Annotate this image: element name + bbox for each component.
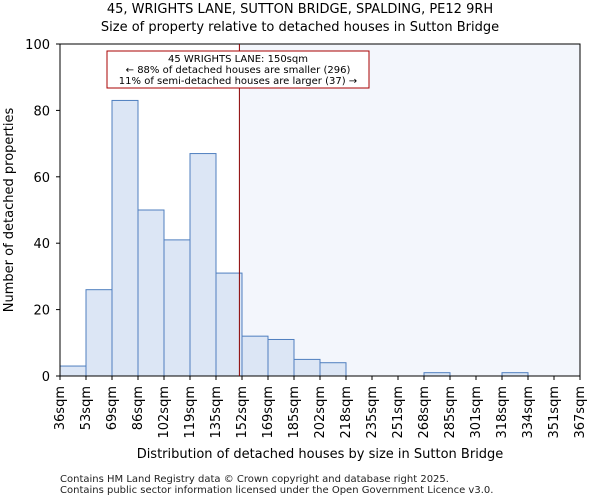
x-tick-label-285sqm: 285sqm <box>443 386 458 439</box>
y-tick-label-100: 100 <box>25 38 50 53</box>
chart-title: 45, WRIGHTS LANE, SUTTON BRIDGE, SPALDIN… <box>106 2 494 17</box>
footer-copyright: Contains HM Land Registry data © Crown c… <box>60 474 449 485</box>
bar-36sqm <box>59 365 87 377</box>
x-tick-label-334sqm: 334sqm <box>521 386 536 439</box>
annotation-line-1: 45 WRIGHTS LANE: 150sqm <box>168 54 308 65</box>
x-tick-label-152sqm: 152sqm <box>235 386 250 439</box>
chart-subtitle: Size of property relative to detached ho… <box>100 20 500 35</box>
x-tick-label-367sqm: 367sqm <box>573 386 588 439</box>
x-tick-label-268sqm: 268sqm <box>417 386 432 439</box>
y-tick-label-80: 80 <box>33 104 50 119</box>
highlight-region <box>239 44 580 376</box>
y-tick-label-40: 40 <box>33 237 50 252</box>
x-tick-label-69sqm: 69sqm <box>105 386 120 430</box>
bar-135sqm <box>215 272 243 377</box>
x-tick-label-318sqm: 318sqm <box>495 386 510 439</box>
bar-119sqm <box>189 153 217 377</box>
annotation-line-3: 11% of semi-detached houses are larger (… <box>119 76 357 87</box>
x-tick-label-135sqm: 135sqm <box>209 386 224 439</box>
annotation-box <box>106 50 370 89</box>
y-tick-label-20: 20 <box>33 304 50 319</box>
bar-86sqm <box>137 209 165 377</box>
x-axis-label: Distribution of detached houses by size … <box>137 447 504 462</box>
bar-102sqm <box>163 239 191 377</box>
bar-53sqm <box>85 289 113 377</box>
bar-185sqm <box>293 358 321 377</box>
y-tick-label-60: 60 <box>33 171 50 186</box>
bar-152sqm <box>241 335 269 377</box>
footer-licence: Contains public sector information licen… <box>60 485 494 496</box>
x-tick-label-169sqm: 169sqm <box>261 386 276 439</box>
bar-169sqm <box>267 338 295 377</box>
x-tick-label-251sqm: 251sqm <box>391 386 406 439</box>
y-axis-label: Number of detached properties <box>2 108 17 313</box>
x-tick-label-301sqm: 301sqm <box>469 386 484 439</box>
x-tick-label-102sqm: 102sqm <box>157 386 172 439</box>
x-tick-label-119sqm: 119sqm <box>183 386 198 439</box>
x-tick-label-235sqm: 235sqm <box>365 386 380 439</box>
y-tick-label-0: 0 <box>42 370 50 385</box>
x-tick-label-53sqm: 53sqm <box>79 386 94 430</box>
bar-69sqm <box>111 99 139 377</box>
x-tick-label-202sqm: 202sqm <box>313 386 328 439</box>
x-tick-label-86sqm: 86sqm <box>131 386 146 430</box>
x-tick-label-351sqm: 351sqm <box>547 386 562 439</box>
bar-202sqm <box>319 362 347 377</box>
annotation-line-2: ← 88% of detached houses are smaller (29… <box>126 65 351 76</box>
x-tick-label-218sqm: 218sqm <box>339 386 354 439</box>
x-tick-label-185sqm: 185sqm <box>287 386 302 439</box>
x-tick-label-36sqm: 36sqm <box>53 386 68 430</box>
